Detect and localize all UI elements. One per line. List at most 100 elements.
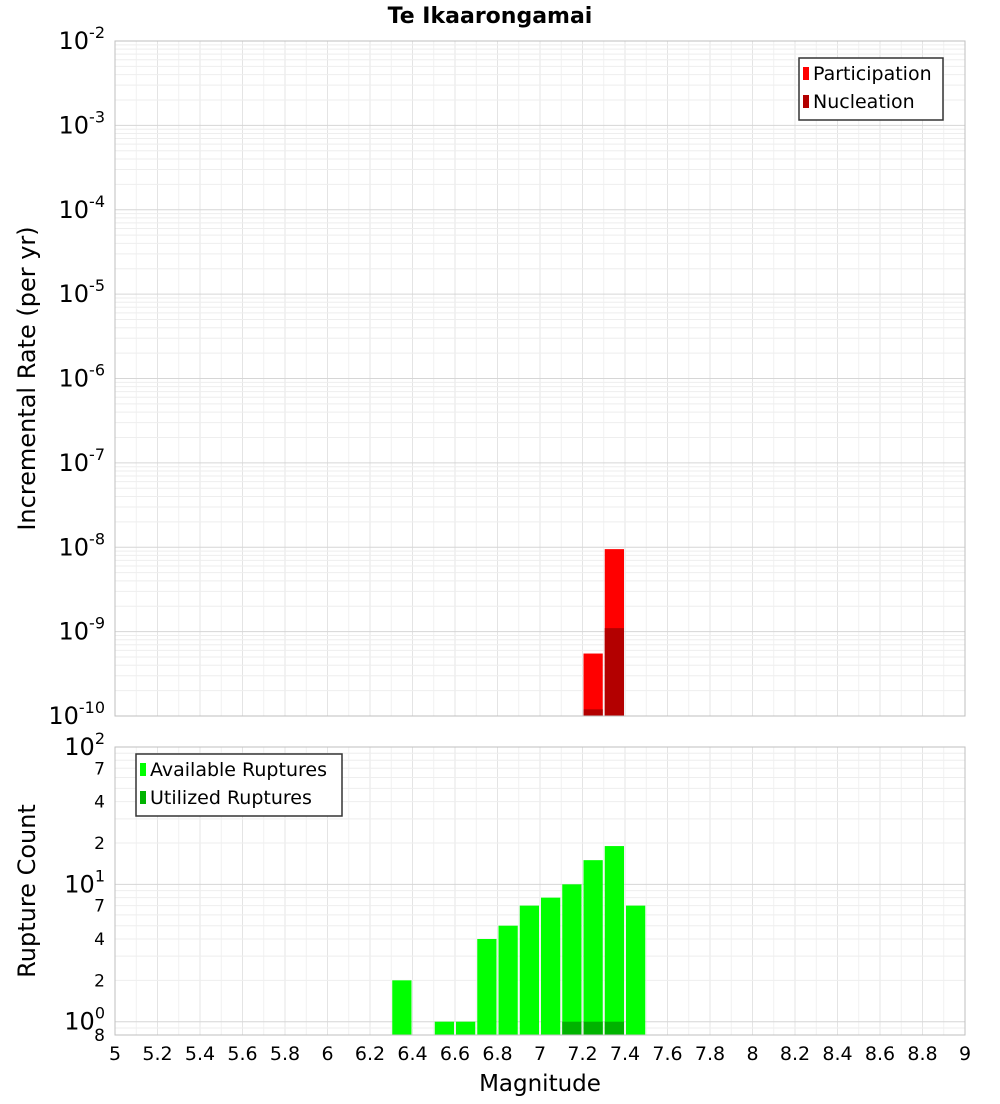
x-tick-label: 6.4 [397,1043,427,1065]
x-tick-label: 7.4 [610,1043,640,1065]
x-tick-label: 8.2 [780,1043,810,1065]
y-tick-label: 10-9 [59,614,106,646]
x-tick-label: 5.2 [142,1043,172,1065]
tick-base: 2 [94,834,105,854]
bar [477,939,497,1035]
y-tick-label: 10-3 [59,107,106,139]
x-tick-label: 5.8 [270,1043,300,1065]
plot-frame [114,40,966,717]
y-tick-label: 10-7 [59,445,106,477]
x-tick-label: 7 [534,1043,546,1065]
tick-base: 2 [94,971,105,991]
chart-title: Te Ikaarongamai [388,4,593,29]
series-available-ruptures [392,846,646,1035]
bar [583,1021,603,1035]
tick-exponent: -10 [79,698,105,717]
y-tick-label: 10-8 [59,529,106,561]
y-tick-label: 101 [64,866,105,898]
x-tick-label: 7.6 [652,1043,682,1065]
tick-exponent: -5 [89,276,105,295]
tick-base: 10 [59,365,90,393]
legend-label: Participation [813,63,932,85]
legend-box [798,57,944,121]
tick-base: 10 [59,280,90,308]
x-tick-labels: 5 5.2 5.4 5.6 5.8 6 6.2 6.4 6.6 6.8 7 7.2 7.4 7.6 7.8 8… [109,1043,971,1065]
y-tick-label: 10-10 [48,698,105,730]
x-tick-label: 6 [321,1043,333,1065]
series-nucleation [583,628,624,716]
y-tick-label: 10-6 [59,361,106,393]
tick-base: 10 [64,733,95,761]
tick-base: 7 [94,897,105,917]
bar [583,653,603,716]
legend: Available Ruptures Utilized Ruptures [135,753,343,817]
y-tick-label: 10-4 [59,192,106,224]
y-tick-label: 4 [94,930,105,950]
x-tick-label: 6.6 [440,1043,470,1065]
legend-swatch [803,95,809,108]
legend-label: Utilized Ruptures [150,787,312,809]
tick-exponent: 0 [95,1004,105,1023]
x-tick-label: 5.6 [227,1043,257,1065]
x-tick-label: 5.4 [185,1043,215,1065]
tick-base: 4 [94,930,105,950]
y-tick-label: 100 [64,1004,105,1036]
x-tick-label: 8.6 [865,1043,895,1065]
tick-base: 4 [94,793,105,813]
x-tick-label: 7.2 [567,1043,597,1065]
x-tick-label: 7.8 [695,1043,725,1065]
legend-swatch [803,67,809,80]
legend-label: Available Ruptures [150,759,327,781]
y-tick-label: 2 [94,971,105,991]
y-tick-label: 10-5 [59,276,106,308]
bar [562,884,582,1035]
y-grid-lines [115,746,965,1036]
legend-label: Nucleation [813,91,915,113]
bar [583,709,603,716]
tick-base: 10 [59,533,90,561]
y-tick-label: 102 [64,729,105,761]
bar [604,846,624,1035]
y-tick-label: 2 [94,834,105,854]
x-tick-label: 6.8 [482,1043,512,1065]
bar [626,905,646,1035]
tick-exponent: -8 [89,529,105,548]
plot-frame [114,746,966,1036]
y-tick-labels: 10-210-310-410-510-610-710-810-910-10 [48,23,105,730]
bar [498,925,518,1035]
legend-swatch [140,763,146,776]
tick-exponent: -6 [89,361,105,380]
bar [604,1021,624,1035]
tick-base: 10 [64,870,95,898]
bar [541,897,561,1035]
x-tick-label: 8.4 [822,1043,852,1065]
y-tick-label: 7 [94,897,105,917]
y-axis-label: Incremental Rate (per yr) [13,226,41,530]
bar [392,980,412,1035]
tick-exponent: -3 [89,107,105,126]
tick-base: 10 [59,618,90,646]
x-axis-label: Magnitude [479,1071,601,1097]
bar [519,905,539,1035]
tick-exponent: 1 [95,866,105,885]
x-tick-label: 9 [959,1043,971,1065]
x-tick-label: 8.8 [907,1043,937,1065]
y-tick-label: 4 [94,793,105,813]
y-axis-label: Rupture Count [13,804,41,978]
tick-base: 10 [59,111,90,139]
tick-base: 10 [59,196,90,224]
tick-exponent: -4 [89,192,105,211]
y-tick-label: 8 [94,1026,105,1046]
tick-base: 8 [94,1026,105,1046]
bar [604,628,624,716]
legend-swatch [140,791,146,804]
tick-base: 7 [94,759,105,779]
bar [583,860,603,1035]
series-utilized-ruptures [562,1021,624,1035]
legend-box [135,753,343,817]
bar [456,1021,476,1035]
tick-base: 10 [64,1008,95,1036]
